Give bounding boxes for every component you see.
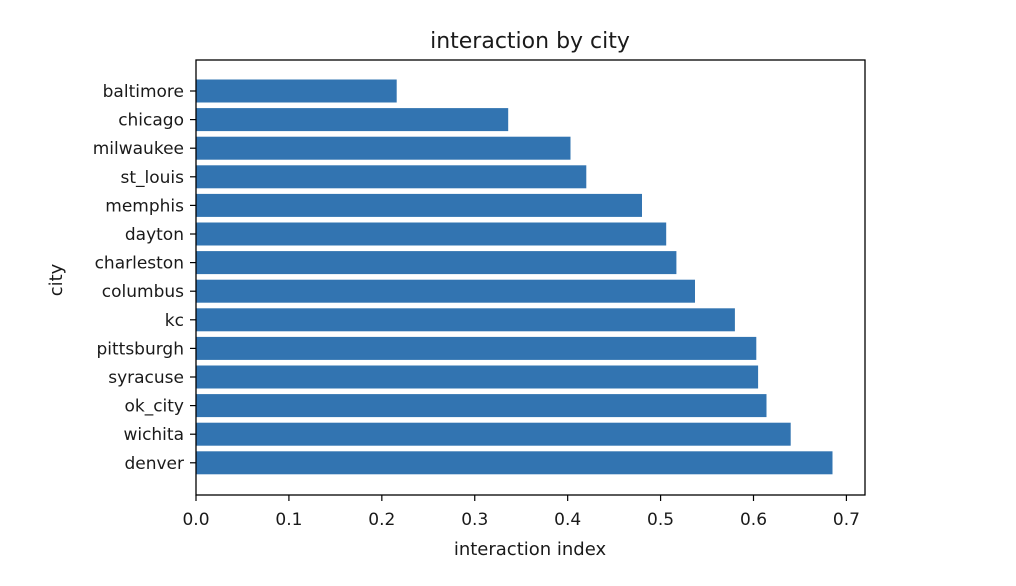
y-tick-label: memphis xyxy=(105,196,184,216)
bar-chicago xyxy=(196,108,509,132)
bar-dayton xyxy=(196,222,667,246)
y-tick-label: dayton xyxy=(125,225,184,245)
bar-wichita xyxy=(196,422,791,446)
y-tick-label: baltimore xyxy=(103,82,184,102)
bar-columbus xyxy=(196,279,695,303)
x-tick-label: 0.1 xyxy=(275,510,302,530)
x-tick-label: 0.3 xyxy=(461,510,488,530)
bar-charleston xyxy=(196,251,677,275)
bar-pittsburgh xyxy=(196,336,757,360)
y-tick-label: ok_city xyxy=(124,397,184,417)
bar-kc xyxy=(196,308,735,332)
bar-memphis xyxy=(196,193,642,217)
x-tick-label: 0.5 xyxy=(647,510,674,530)
y-tick-label: wichita xyxy=(123,425,184,445)
y-tick-label: syracuse xyxy=(108,368,184,388)
y-tick-label: kc xyxy=(165,311,184,331)
chart-title: interaction by city xyxy=(430,29,630,54)
bar-st_louis xyxy=(196,165,587,189)
bar-ok_city xyxy=(196,394,767,418)
y-tick-label: columbus xyxy=(102,282,184,302)
y-ticks-group: baltimore chicago milwaukee st_louismemphis… xyxy=(93,82,196,474)
y-tick-label: milwaukee xyxy=(93,139,184,159)
x-tick-label: 0.6 xyxy=(740,510,767,530)
bar-syracuse xyxy=(196,365,759,389)
x-tick-label: 0.0 xyxy=(182,510,209,530)
bar-milwaukee xyxy=(196,136,571,160)
x-axis-label: interaction index xyxy=(454,539,607,560)
x-tick-label: 0.7 xyxy=(833,510,860,530)
y-tick-label: charleston xyxy=(95,254,184,274)
x-ticks-group: 0.0 0.1 0.2 0.3 0.4 0.5 0.6 0.7 xyxy=(182,495,860,530)
x-tick-label: 0.4 xyxy=(554,510,581,530)
bar-baltimore xyxy=(196,79,397,103)
bars-group xyxy=(196,79,833,475)
plot-frame xyxy=(195,59,866,496)
y-tick-label: pittsburgh xyxy=(96,339,184,359)
y-tick-label: chicago xyxy=(118,111,184,131)
x-tick-label: 0.2 xyxy=(368,510,395,530)
y-tick-label: denver xyxy=(124,454,184,474)
bar-denver xyxy=(196,451,833,475)
y-tick-label: st_louis xyxy=(120,168,184,188)
y-axis-label: city xyxy=(46,263,67,296)
